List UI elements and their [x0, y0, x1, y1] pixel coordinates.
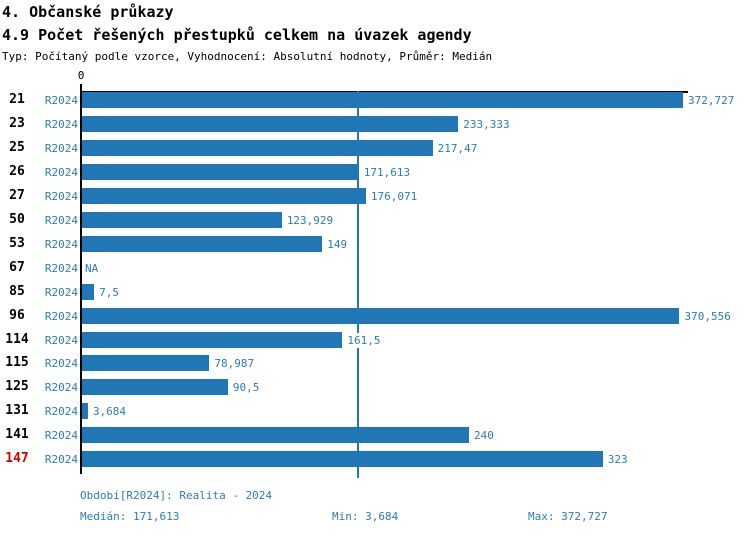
axis-zero-tick-label: 0	[77, 69, 85, 82]
bar	[82, 427, 469, 444]
bar-value-label: 7,5	[98, 284, 120, 300]
bar-row: 25 R2024 217,47	[0, 139, 750, 156]
bar	[82, 307, 680, 324]
bar	[82, 115, 459, 132]
chart-type-line: Typ: Počítaný podle vzorce, Vyhodnocení:…	[2, 50, 493, 63]
row-id-label: 50	[9, 211, 25, 227]
bar-row: 67 R2024 NA	[0, 260, 750, 276]
row-period-label: R2024	[44, 309, 78, 323]
row-id-label: 53	[9, 235, 25, 251]
bar-value-label: 78,987	[213, 356, 256, 372]
row-id-label: 125	[5, 379, 29, 395]
bar-row: 131 R2024 3,684	[0, 403, 750, 420]
bar	[82, 163, 359, 180]
row-id-label: 25	[9, 139, 25, 155]
bar-value-label: 370,556	[683, 308, 732, 324]
row-period-label: R2024	[44, 333, 78, 347]
median-stat-text: Medián: 171,613	[80, 510, 180, 523]
bar	[82, 187, 366, 204]
row-period-label: R2024	[44, 405, 78, 419]
row-id-label: 26	[9, 163, 25, 179]
row-id-label: 114	[5, 331, 29, 347]
row-id-label: 147	[5, 451, 29, 467]
bar-value-label: 217,47	[436, 140, 479, 156]
bar-row: 141 R2024 240	[0, 427, 750, 444]
left-axis-line	[80, 91, 82, 474]
bar-row: 147 R2024 323	[0, 451, 750, 468]
row-period-label: R2024	[44, 165, 78, 179]
bar	[82, 92, 683, 108]
bar-row: 23 R2024 233,333	[0, 115, 750, 132]
bar-row: 125 R2024 90,5	[0, 379, 750, 396]
bar-row: 115 R2024 78,987	[0, 355, 750, 372]
bar-row: 114 R2024 161,5	[0, 331, 750, 348]
row-period-label: R2024	[44, 141, 78, 155]
row-period-label: R2024	[44, 189, 78, 203]
row-period-label: R2024	[44, 237, 78, 251]
bar	[82, 139, 433, 156]
bar-row: 85 R2024 7,5	[0, 283, 750, 300]
bar-row: 21 R2024 372,727	[0, 92, 750, 108]
bar-value-label: 149	[326, 236, 349, 252]
row-period-label: R2024	[44, 94, 78, 107]
page-title: 4. Občanské průkazy	[2, 3, 174, 21]
bar-value-label: NA	[84, 260, 100, 276]
bar-row: 53 R2024 149	[0, 235, 750, 252]
bar-value-label: 372,727	[687, 93, 736, 108]
bar-value-label: 323	[606, 452, 629, 468]
bar-row: 50 R2024 123,929	[0, 211, 750, 228]
row-id-label: 115	[5, 355, 29, 371]
bar	[82, 331, 343, 348]
row-id-label: 67	[9, 259, 25, 275]
bar	[82, 235, 323, 252]
row-id-label: 27	[9, 187, 25, 203]
row-period-label: R2024	[44, 117, 78, 131]
row-period-label: R2024	[44, 429, 78, 443]
row-id-label: 85	[9, 283, 25, 299]
bar-value-label: 161,5	[346, 332, 382, 348]
bar-value-label: 176,071	[369, 188, 419, 204]
row-period-label: R2024	[44, 285, 78, 299]
bar-value-label: 3,684	[91, 404, 128, 420]
median-reference-line	[357, 91, 359, 478]
row-period-label: R2024	[44, 357, 78, 371]
max-stat-text: Max: 372,727	[528, 510, 608, 523]
bar-row: 26 R2024 171,613	[0, 163, 750, 180]
bar	[82, 283, 95, 300]
period-info-text: Období[R2024]: Realita - 2024	[80, 489, 273, 502]
row-id-label: 141	[5, 427, 29, 443]
bar-row: 96 R2024 370,556	[0, 307, 750, 324]
min-stat-text: Min: 3,684	[332, 510, 399, 523]
row-id-label: 96	[9, 307, 25, 323]
bar	[82, 379, 228, 396]
bar-value-label: 123,929	[285, 212, 335, 228]
row-id-label: 131	[5, 403, 29, 419]
bar	[82, 451, 603, 468]
axis-tick-mark	[80, 84, 82, 91]
row-period-label: R2024	[44, 453, 78, 467]
row-period-label: R2024	[44, 381, 78, 395]
bar-value-label: 233,333	[462, 116, 511, 132]
row-id-label: 21	[9, 92, 25, 107]
row-period-label: R2024	[44, 213, 78, 227]
bar-value-label: 240	[472, 428, 495, 444]
bar-value-label: 171,613	[362, 164, 412, 180]
bar-value-label: 90,5	[231, 380, 261, 396]
bar	[82, 403, 88, 420]
row-id-label: 23	[9, 115, 25, 131]
bar	[82, 355, 210, 372]
row-period-label: R2024	[44, 261, 78, 275]
chart-subtitle: 4.9 Počet řešených přestupků celkem na ú…	[2, 26, 472, 44]
bar-row: 27 R2024 176,071	[0, 187, 750, 204]
bar	[82, 211, 282, 228]
